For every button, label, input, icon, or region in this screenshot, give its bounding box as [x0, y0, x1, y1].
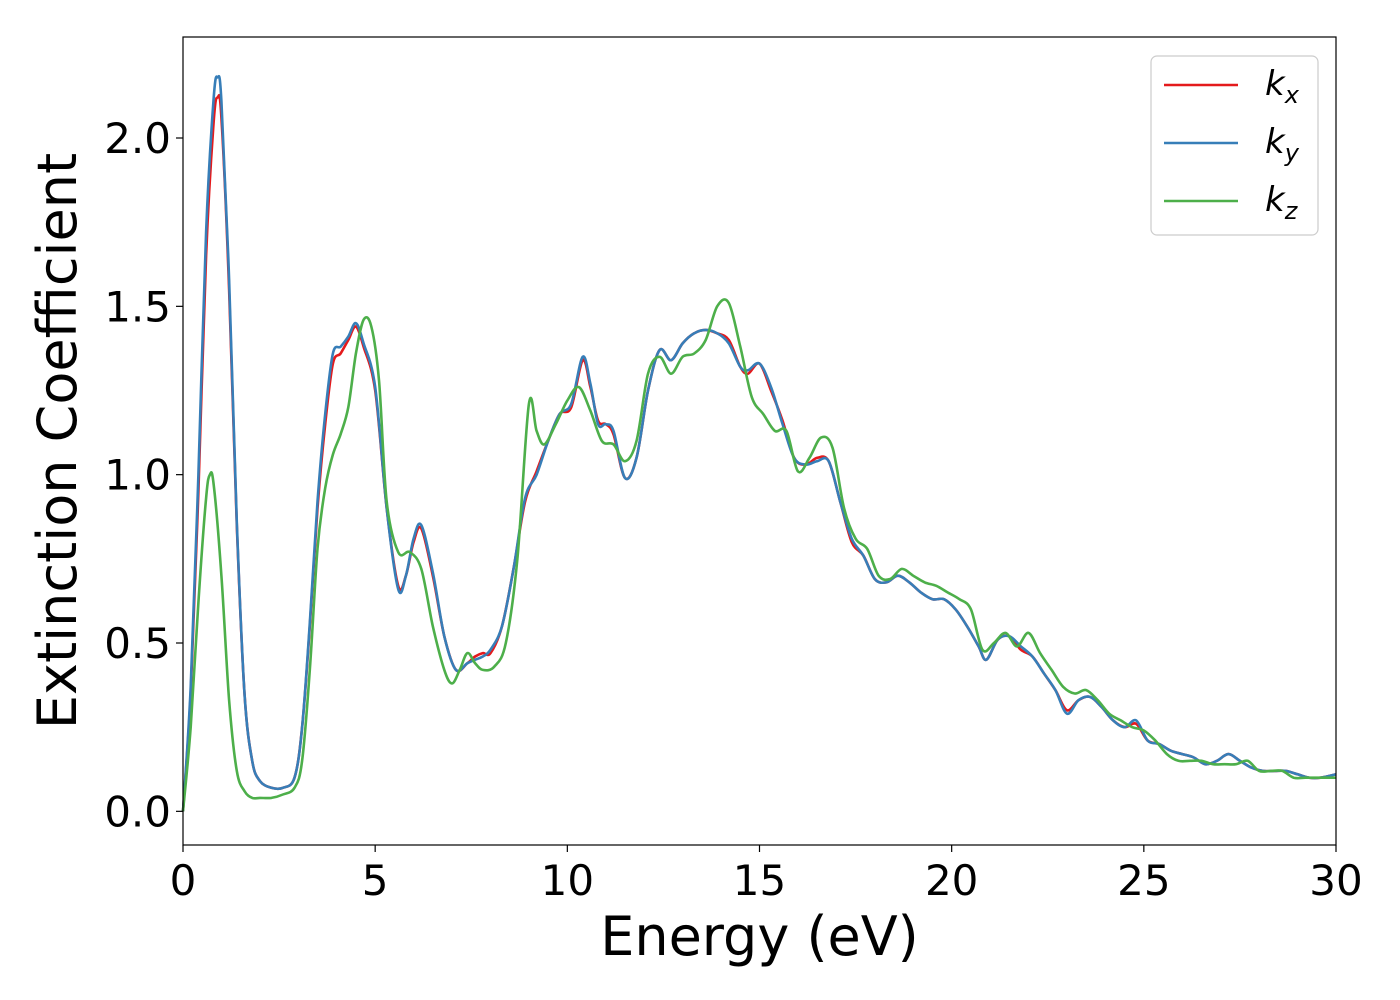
- series-line-z: [181, 298, 1336, 812]
- y-tick-label: 0.0: [104, 787, 171, 836]
- x-tick-label: 0: [170, 856, 197, 905]
- y-tick-label: 1.5: [104, 282, 171, 331]
- legend: kx ky kz: [1150, 55, 1319, 236]
- x-axis: 0 5 10 15 20 25 30: [170, 845, 1363, 905]
- legend-label-y: ky: [1265, 122, 1300, 167]
- series-line-y: [181, 74, 1337, 812]
- legend-frame: [1150, 55, 1319, 236]
- legend-label-z: kz: [1265, 180, 1299, 225]
- y-tick-label: 0.5: [104, 619, 171, 668]
- x-tick-label: 25: [1117, 856, 1170, 905]
- y-tick-label: 2.0: [104, 114, 171, 163]
- x-tick-label: 15: [733, 856, 786, 905]
- x-tick-label: 10: [541, 856, 594, 905]
- y-tick-label: 1.0: [104, 451, 171, 500]
- y-axis: 0.0 0.5 1.0 1.5 2.0: [104, 114, 183, 836]
- x-tick-label: 20: [925, 856, 978, 905]
- x-tick-label: 5: [362, 856, 389, 905]
- x-tick-label: 30: [1309, 856, 1362, 905]
- legend-label-x: kx: [1265, 64, 1300, 109]
- x-axis-title: Energy (eV): [600, 905, 919, 968]
- y-axis-title: Extinction Coefficient: [26, 153, 89, 729]
- series-layer: [181, 74, 1337, 812]
